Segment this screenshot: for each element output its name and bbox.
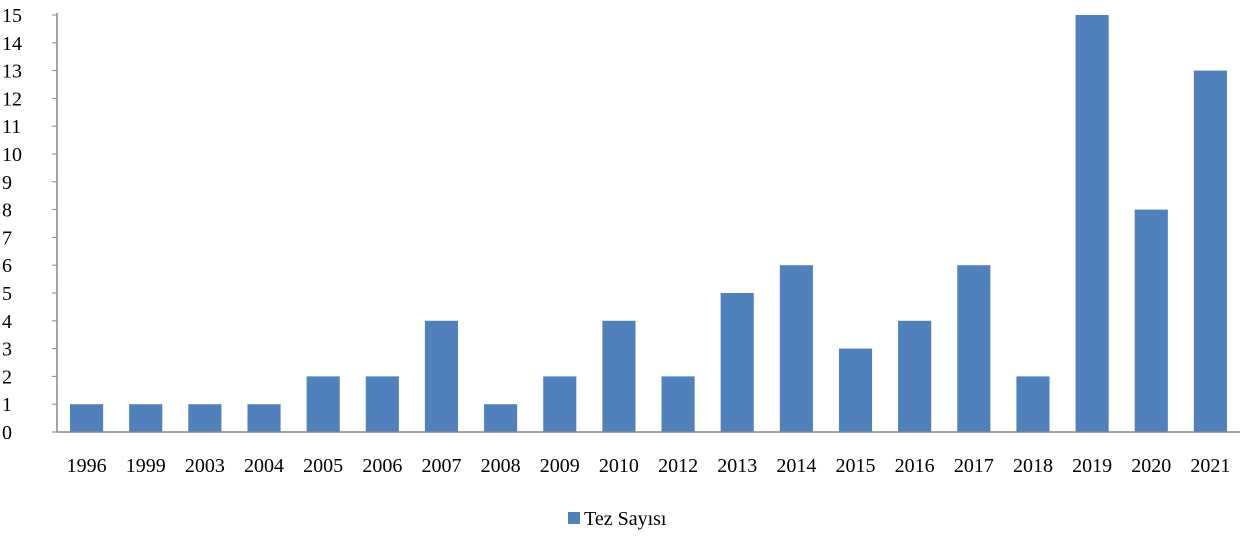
bar-2016 (898, 320, 932, 432)
bar-2013 (720, 293, 754, 432)
legend-swatch (568, 512, 580, 524)
x-tick-label: 2003 (185, 455, 225, 477)
x-tick-label: 2008 (481, 455, 521, 477)
y-tick-label: 4 (2, 311, 12, 333)
bar-2009 (543, 376, 577, 432)
y-tick-label: 14 (2, 33, 22, 55)
x-tick-label: 2013 (717, 455, 757, 477)
bar-2014 (779, 265, 813, 432)
x-tick-label: 2006 (362, 455, 402, 477)
x-tick-label: 1996 (67, 455, 107, 477)
x-tick-label: 2019 (1072, 455, 1112, 477)
y-tick-label: 13 (2, 61, 22, 83)
x-tick-label: 2020 (1131, 455, 1171, 477)
x-tick-label: 2016 (895, 455, 935, 477)
y-tick-label: 1 (2, 394, 12, 416)
y-tick-label: 15 (2, 5, 22, 27)
bar-2019 (1075, 15, 1109, 432)
y-tick-label: 3 (2, 339, 12, 361)
y-tick-label: 0 (2, 422, 12, 444)
bar-series (70, 15, 1227, 432)
bar-2005 (306, 376, 340, 432)
bar-2010 (602, 320, 636, 432)
y-tick-label: 12 (2, 88, 22, 110)
x-tick-label: 2017 (954, 455, 994, 477)
bar-2004 (247, 404, 281, 432)
x-tick-label: 2009 (540, 455, 580, 477)
y-tick-label: 2 (2, 366, 12, 388)
x-tick-label: 2015 (836, 455, 876, 477)
bar-2015 (838, 348, 873, 432)
y-tick-label: 5 (2, 283, 12, 305)
bar-1999 (129, 404, 163, 432)
x-tick-label: 2018 (1013, 455, 1053, 477)
x-tick-label: 1999 (126, 455, 166, 477)
bar-2018 (1016, 376, 1050, 432)
bar-2021 (1193, 70, 1227, 432)
bar-2012 (661, 376, 695, 432)
x-tick-label: 2021 (1190, 455, 1230, 477)
legend-label: Tez Sayısı (584, 508, 667, 530)
x-tick-label: 2005 (303, 455, 343, 477)
bar-2003 (188, 404, 222, 432)
y-tick-label: 9 (2, 172, 12, 194)
bar-1996 (70, 404, 104, 432)
legend: Tez Sayısı (568, 508, 667, 530)
x-tick-label: 2014 (776, 455, 816, 477)
y-tick-label: 7 (2, 227, 12, 249)
bar-2007 (424, 320, 459, 432)
x-tick-label: 2012 (658, 455, 698, 477)
x-tick-label: 2004 (244, 455, 284, 477)
x-tick-label: 2007 (421, 455, 461, 477)
bar-2017 (957, 265, 991, 432)
x-axis-ticks: 1996 1999 2003 2004 2005 2006 2007 2008 2009 2010… (67, 455, 1231, 477)
y-tick-label: 11 (2, 116, 21, 138)
x-tick-label: 2010 (599, 455, 639, 477)
bar-2008 (484, 404, 518, 432)
y-tick-label: 6 (2, 255, 12, 277)
y-tick-label: 8 (2, 200, 12, 222)
bar-2020 (1134, 209, 1168, 432)
bar-2006 (365, 376, 399, 432)
y-tick-label: 10 (2, 144, 22, 166)
